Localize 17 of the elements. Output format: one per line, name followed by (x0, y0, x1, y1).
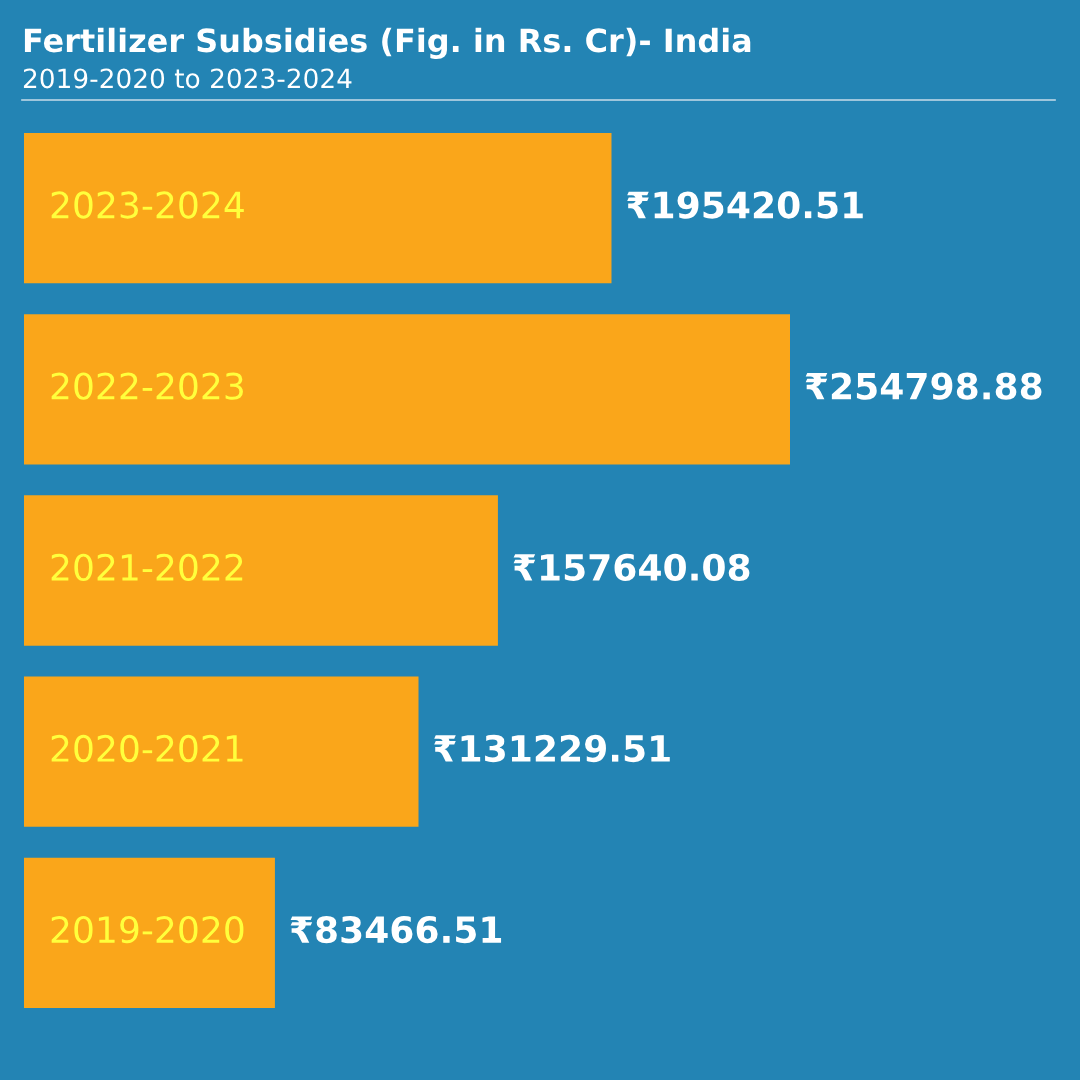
bar (24, 495, 498, 646)
bar (24, 133, 612, 284)
data-label: ₹254798.88 (805, 372, 1042, 400)
chart-title: Fertilizer Subsidies (Fig. in Rs. Cr)- India (24, 27, 751, 59)
y-tick-label: 2021-2022 (51, 553, 243, 581)
y-tick-label: 2020-2021 (51, 734, 243, 763)
data-label: ₹131229.51 (434, 734, 670, 763)
data-label: ₹83466.51 (290, 915, 502, 944)
data-label: ₹157640.08 (513, 553, 750, 581)
y-tick-label: 2023-2024 (51, 191, 244, 219)
data-label: ₹195420.51 (627, 191, 863, 219)
bar (24, 857, 275, 1008)
chart-subtitle: 2019-2020 to 2023-2024 (23, 68, 352, 89)
y-tick-label: 2019-2020 (51, 915, 244, 944)
bar (24, 314, 790, 465)
y-tick-label: 2022-2023 (51, 372, 243, 400)
bar (24, 676, 419, 827)
